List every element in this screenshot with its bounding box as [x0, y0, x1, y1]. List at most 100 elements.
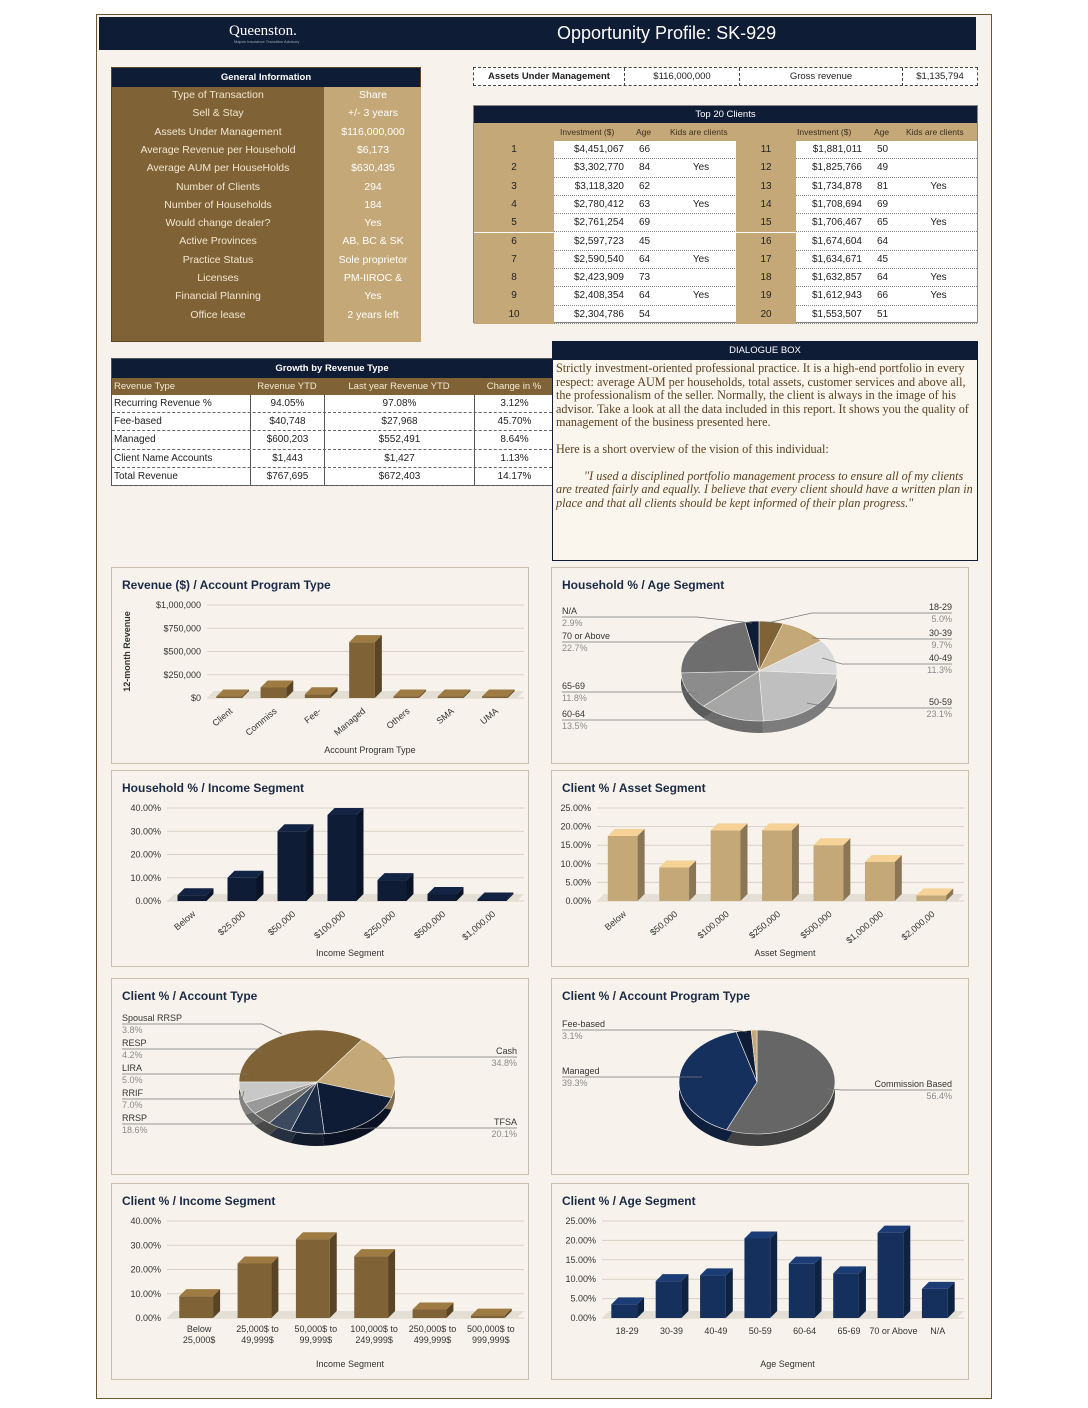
general-info-value: Share: [358, 89, 388, 101]
investment: $2,408,354: [573, 290, 624, 302]
y-tick-label: 5.00%: [570, 1294, 596, 1304]
investment: $1,708,694: [811, 198, 862, 210]
x-axis-label: Age Segment: [760, 1359, 815, 1369]
investment: $2,761,254: [573, 217, 624, 229]
table-cell: 3.12%: [474, 395, 554, 413]
chart-revenue-by-program: Revenue ($) / Account Program Type $1,000…: [111, 567, 529, 764]
table-row: Managed $600,203 $552,491 8.64%: [112, 431, 552, 450]
column-header: Last year Revenue YTD: [348, 381, 450, 392]
x-tick-label: 65-69: [838, 1326, 861, 1336]
report-page: Queenston. Majors Insurance Transition A…: [96, 14, 992, 1399]
bar: [177, 888, 214, 901]
x-tick-label: $100,000: [312, 909, 347, 941]
bar: [813, 838, 851, 901]
slice-name: Commission Based: [874, 1079, 952, 1089]
pie-label: Spousal RRSP 3.8%: [122, 1013, 283, 1035]
investment: $1,734,878: [811, 180, 862, 192]
bar: [377, 873, 414, 901]
investment: $1,612,943: [811, 290, 862, 302]
age: 45: [639, 235, 651, 247]
chart-client-program-type: Client % / Account Program Type Fee-based…: [551, 978, 969, 1175]
slice-percent: 39.3%: [562, 1078, 588, 1088]
x-tick-label: Fee-: [302, 706, 323, 726]
dialogue-box: DIALOGUE BOX Strictly investment-oriente…: [552, 341, 978, 561]
x-tick-label: $50,000: [266, 909, 297, 938]
investment: $3,118,320: [574, 180, 624, 192]
x-tick-label: Below: [603, 909, 629, 933]
x-tick-label: 60-64: [793, 1326, 816, 1336]
bar: [277, 824, 314, 901]
rank: 10: [474, 305, 554, 324]
general-info-label: Assets Under Management: [154, 125, 282, 138]
slice-name: 18-29: [929, 602, 952, 612]
table-row: 7 $2,590,540 64 Yes 17 $1,634,671 45: [474, 250, 977, 270]
table-cell: Managed: [114, 434, 156, 446]
pie-slice: [750, 1029, 758, 1083]
pie-label: 50-59 23.1%: [806, 697, 952, 719]
rank: 19: [736, 287, 796, 306]
pie-label: Fee-based 3.1%: [562, 1019, 748, 1041]
pie-slice: [678, 1031, 758, 1131]
rank: 2: [474, 159, 554, 178]
investment: $2,780,412: [573, 198, 624, 210]
bar: [916, 888, 954, 901]
x-tick-label: 70 or Above: [869, 1326, 917, 1336]
x-tick-label: 50-59: [749, 1326, 772, 1336]
table-cell: $40,748: [250, 413, 324, 432]
y-tick-label: 25.00%: [560, 803, 591, 813]
rank: 11: [736, 141, 796, 160]
pie-label: RRIF 7.0%: [122, 1088, 245, 1110]
dialogue-title: DIALOGUE BOX: [553, 342, 977, 360]
chart-title: Revenue ($) / Account Program Type: [122, 578, 331, 592]
rank: 13: [736, 177, 796, 196]
kids-are-clients: Yes: [692, 198, 710, 210]
chart-title: Household % / Income Segment: [122, 781, 305, 795]
investment: $1,881,011: [812, 144, 862, 155]
slice-percent: 23.1%: [926, 709, 952, 719]
aum-label: Assets Under Management: [488, 71, 610, 82]
pie-top: [678, 1029, 836, 1135]
slice-percent: 2.9%: [562, 618, 583, 628]
table-cell: $767,695: [250, 467, 324, 486]
rank: 17: [736, 250, 796, 270]
slice-name: Spousal RRSP: [122, 1013, 182, 1023]
dialogue-paragraph: Strictly investment-oriented professiona…: [556, 361, 969, 430]
general-info-label: Would change dealer?: [165, 217, 271, 230]
bar: [179, 1289, 221, 1318]
general-info-label: Number of Households: [164, 198, 272, 211]
x-tick-label: Below 25,000$: [183, 1324, 216, 1345]
general-info-row: Financial Planning Yes: [112, 288, 422, 306]
gross-revenue-value: $1,135,794: [902, 68, 977, 86]
general-info-label: Active Provinces: [179, 235, 257, 248]
slice-name: 50-59: [929, 697, 952, 707]
investment: $2,423,909: [573, 272, 624, 284]
pie-slice: [702, 670, 764, 722]
general-info-label: Practice Status: [182, 253, 254, 266]
dialogue-quote: "I used a disciplined portfolio manageme…: [556, 468, 973, 510]
bar: [659, 860, 697, 901]
column-header: Change in %: [486, 381, 542, 392]
age: 84: [639, 162, 651, 174]
chart-household-age: Household % / Age Segment N/A 2.9% 70 or Ab…: [551, 567, 969, 764]
bar: [788, 1256, 822, 1318]
table-row: 3 $3,118,320 62 13 $1,734,878 81 Yes: [474, 177, 977, 196]
rank: 5: [474, 214, 554, 233]
x-tick-label: 100,000$ to 249,999$: [350, 1324, 398, 1345]
slice-name: N/A: [562, 606, 577, 616]
bar: [482, 689, 515, 698]
x-tick-label: 18-29: [616, 1326, 639, 1336]
x-axis-label: Income Segment: [316, 948, 385, 958]
rank: 8: [474, 269, 554, 288]
y-tick-label: 10.00%: [130, 873, 161, 883]
column-header: Revenue YTD: [257, 381, 317, 392]
bar: [477, 892, 514, 901]
table-cell: $600,203: [250, 431, 324, 450]
general-info-row: Type of Transaction Share: [112, 87, 422, 105]
chart-client-account-type: Client % / Account Type Spousal RRSP 3.8% R…: [111, 978, 529, 1175]
y-tick-label: 10.00%: [565, 1274, 596, 1284]
y-tick-label: 30.00%: [130, 826, 161, 836]
chart-title: Client % / Income Segment: [122, 1194, 276, 1208]
bar: [227, 870, 264, 901]
table-cell: Total Revenue: [114, 470, 178, 482]
general-info-row: Assets Under Management $116,000,000: [112, 124, 422, 142]
